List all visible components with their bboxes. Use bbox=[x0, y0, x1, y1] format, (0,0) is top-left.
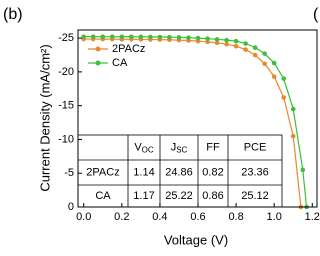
table-cell: 0.82 bbox=[202, 166, 223, 178]
data-point bbox=[119, 34, 125, 40]
table-cell: 25.22 bbox=[165, 190, 193, 202]
data-point bbox=[300, 167, 306, 173]
x-tick-label: 0.4 bbox=[152, 211, 167, 223]
data-point bbox=[271, 74, 277, 79]
data-point bbox=[157, 34, 163, 40]
data-point bbox=[205, 39, 210, 45]
table-cell: 2PACz bbox=[86, 166, 119, 178]
y-tick-label: -25 bbox=[58, 32, 74, 44]
data-point bbox=[214, 40, 220, 46]
x-tick-label: 1.2 bbox=[305, 211, 320, 223]
data-point bbox=[262, 51, 267, 56]
header-sub: OC bbox=[142, 146, 154, 155]
data-point bbox=[281, 76, 287, 81]
data-point bbox=[224, 41, 229, 47]
table-cell: 0.86 bbox=[202, 190, 223, 202]
data-point bbox=[290, 106, 296, 112]
data-point bbox=[186, 35, 191, 41]
data-point bbox=[167, 34, 172, 40]
data-point bbox=[233, 43, 239, 49]
legend-marker bbox=[95, 46, 101, 52]
table-header: FF bbox=[206, 141, 220, 153]
table-header: JSC bbox=[171, 141, 188, 154]
y-tick-label: -20 bbox=[58, 66, 74, 78]
data-point bbox=[138, 34, 144, 40]
data-point bbox=[90, 34, 96, 39]
table-background bbox=[77, 134, 283, 208]
header-sub: SC bbox=[176, 146, 187, 155]
data-point bbox=[233, 38, 239, 44]
data-point bbox=[205, 36, 210, 41]
data-point bbox=[262, 61, 267, 67]
data-point bbox=[224, 37, 229, 43]
data-point bbox=[271, 60, 277, 66]
data-point bbox=[214, 37, 220, 42]
legend-label: CA bbox=[112, 57, 128, 69]
data-point bbox=[195, 35, 201, 41]
data-point bbox=[176, 35, 182, 40]
data-point bbox=[81, 34, 87, 39]
header-main: V bbox=[134, 141, 142, 153]
table-cell: 23.36 bbox=[241, 166, 269, 178]
x-tick-label: 0.6 bbox=[190, 211, 205, 223]
table-cell: CA bbox=[95, 190, 111, 202]
table-header: PCE bbox=[244, 141, 267, 153]
data-point bbox=[252, 52, 258, 58]
table-header: VOC bbox=[134, 141, 154, 154]
x-tick-label: 0.8 bbox=[228, 211, 243, 223]
table-cell: 1.14 bbox=[133, 166, 154, 178]
y-tick-label: 0 bbox=[68, 201, 74, 213]
panel-label: (b) bbox=[3, 6, 23, 23]
x-tick-label: 0.0 bbox=[76, 211, 91, 223]
data-point bbox=[243, 41, 248, 46]
header-main: J bbox=[171, 141, 177, 153]
y-axis-label: Current Density (mA/cm²) bbox=[37, 44, 52, 191]
next-panel-label: ( bbox=[313, 6, 319, 23]
data-point bbox=[100, 34, 106, 39]
x-axis-label: Voltage (V) bbox=[164, 232, 228, 247]
data-point bbox=[148, 34, 153, 40]
table-cell: 24.86 bbox=[165, 166, 193, 178]
data-point bbox=[109, 34, 115, 39]
legend-label: 2PACz bbox=[112, 43, 145, 55]
x-tick-label: 1.0 bbox=[267, 211, 282, 223]
legend-marker bbox=[95, 60, 101, 66]
data-point bbox=[290, 133, 296, 139]
y-tick-label: -15 bbox=[58, 100, 74, 112]
table-cell: 25.12 bbox=[241, 190, 269, 202]
x-tick-label: 0.2 bbox=[114, 211, 129, 223]
data-point bbox=[281, 95, 287, 100]
data-point bbox=[129, 34, 134, 40]
table-cell: 1.17 bbox=[133, 190, 154, 202]
data-point bbox=[252, 45, 258, 50]
y-tick-label: -10 bbox=[58, 133, 74, 145]
y-tick-label: -5 bbox=[64, 167, 74, 179]
data-point bbox=[243, 47, 248, 52]
